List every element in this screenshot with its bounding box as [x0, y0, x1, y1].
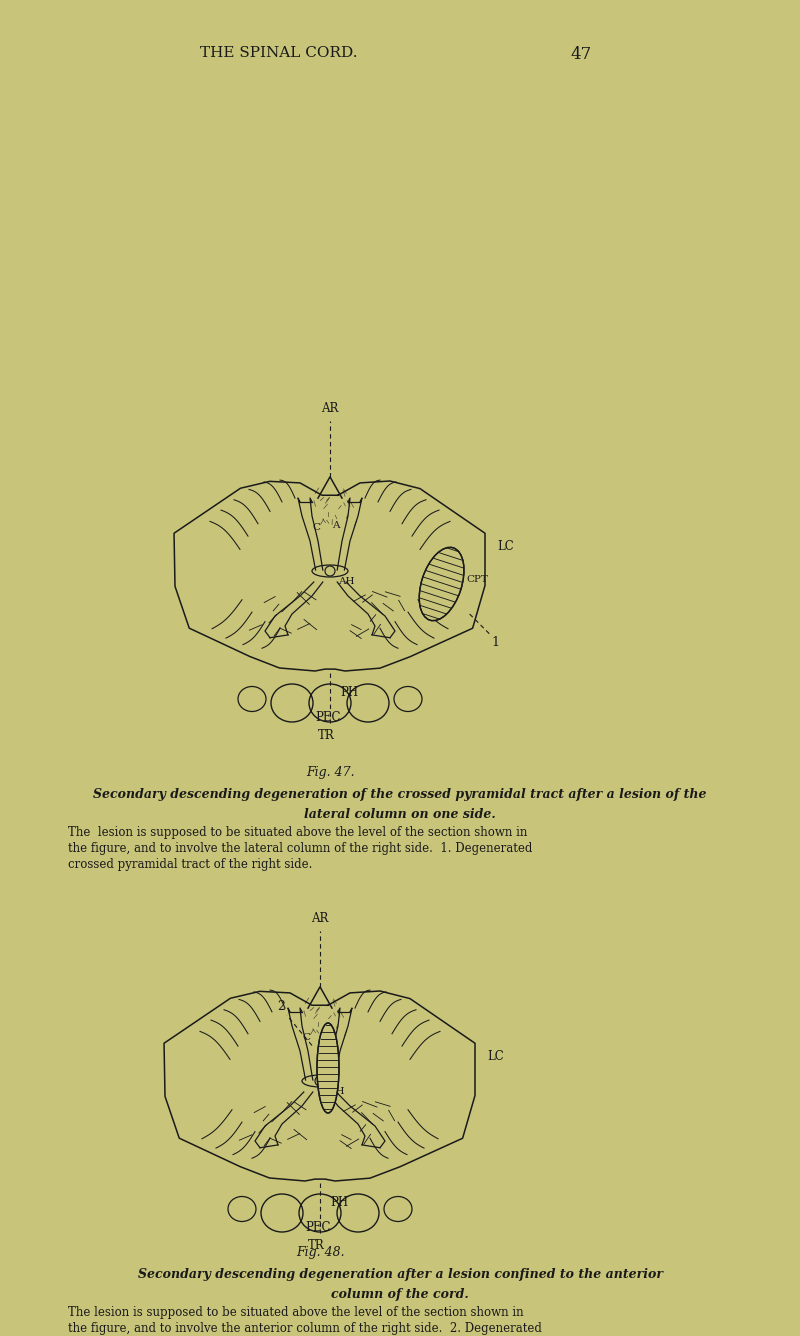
- Text: Fig. 48.: Fig. 48.: [296, 1246, 344, 1259]
- Text: crossed pyramidal tract of the right side.: crossed pyramidal tract of the right sid…: [68, 858, 312, 871]
- Text: The lesion is supposed to be situated above the level of the section shown in: The lesion is supposed to be situated ab…: [68, 1307, 524, 1319]
- Text: 2: 2: [277, 1001, 285, 1014]
- Text: 47: 47: [570, 45, 591, 63]
- Text: AR: AR: [322, 402, 338, 415]
- Ellipse shape: [419, 548, 464, 621]
- Text: PEC: PEC: [315, 711, 341, 724]
- Text: LC: LC: [487, 1050, 504, 1062]
- Text: AH: AH: [328, 1086, 345, 1096]
- Text: Secondary descending degeneration of the crossed pyramidal tract after a lesion : Secondary descending degeneration of the…: [94, 788, 706, 802]
- Text: C: C: [302, 1034, 310, 1042]
- Text: CPT: CPT: [466, 574, 489, 584]
- Text: Fig. 47.: Fig. 47.: [306, 766, 354, 779]
- Text: LC: LC: [497, 540, 514, 553]
- Text: AH: AH: [338, 577, 354, 585]
- Text: 1: 1: [491, 636, 499, 649]
- Text: the figure, and to involve the anterior column of the right side.  2. Degenerate: the figure, and to involve the anterior …: [68, 1323, 542, 1335]
- Ellipse shape: [317, 1023, 339, 1113]
- Text: TR: TR: [308, 1238, 324, 1252]
- Text: column of the cord.: column of the cord.: [331, 1288, 469, 1301]
- Text: lateral column on one side.: lateral column on one side.: [304, 808, 496, 822]
- Text: A: A: [332, 521, 339, 530]
- Text: PH: PH: [330, 1196, 348, 1209]
- Text: TR: TR: [318, 729, 334, 741]
- Text: C: C: [312, 524, 320, 533]
- Text: A: A: [322, 1031, 330, 1041]
- Text: PEC: PEC: [305, 1221, 330, 1234]
- Text: AR: AR: [311, 912, 329, 925]
- Text: The  lesion is supposed to be situated above the level of the section shown in: The lesion is supposed to be situated ab…: [68, 826, 527, 839]
- Text: the figure, and to involve the lateral column of the right side.  1. Degenerated: the figure, and to involve the lateral c…: [68, 842, 532, 855]
- Text: PH: PH: [340, 685, 358, 699]
- Text: Secondary descending degeneration after a lesion confined to the anterior: Secondary descending degeneration after …: [138, 1268, 662, 1281]
- Text: THE SPINAL CORD.: THE SPINAL CORD.: [200, 45, 358, 60]
